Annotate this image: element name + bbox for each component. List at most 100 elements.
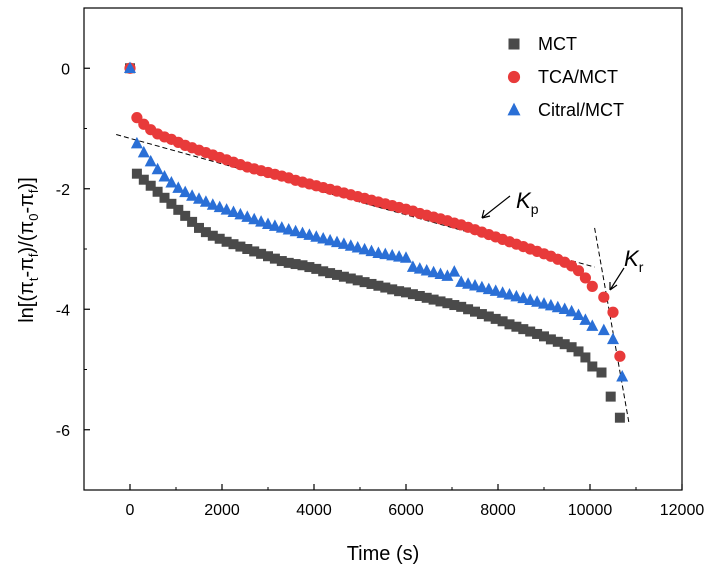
data-point — [290, 259, 301, 270]
data-point — [605, 391, 616, 402]
data-point — [199, 195, 212, 207]
data-point — [400, 251, 412, 263]
legend-label: Citral/MCT — [538, 100, 624, 120]
data-point — [545, 334, 556, 345]
data-point — [532, 328, 543, 339]
x-tick-label: 6000 — [388, 502, 424, 519]
data-point — [234, 207, 247, 220]
data-point — [489, 284, 502, 296]
data-point — [518, 324, 529, 335]
data-point — [597, 323, 610, 336]
data-point — [337, 237, 350, 249]
data-point — [428, 294, 439, 305]
data-point — [511, 321, 522, 332]
data-point — [241, 210, 254, 222]
data-point — [303, 228, 316, 240]
data-point — [476, 309, 487, 320]
data-point — [276, 256, 287, 267]
y-axis: 0 -2 -4 -6 — [56, 7, 90, 491]
data-point — [282, 222, 295, 235]
data-point — [407, 289, 418, 300]
data-point — [137, 145, 150, 158]
annotation-kp: Kp — [516, 188, 539, 217]
annotation-kr-sub: r — [639, 259, 644, 275]
data-point — [235, 241, 246, 252]
data-point — [345, 273, 356, 284]
data-point — [456, 301, 467, 312]
legend-label: MCT — [538, 34, 577, 54]
data-point — [338, 271, 349, 282]
data-point — [525, 326, 536, 337]
data-point — [206, 198, 219, 210]
data-point — [579, 272, 592, 284]
data-point — [325, 268, 336, 279]
legend-label: TCA/MCT — [538, 67, 618, 87]
data-point — [441, 269, 454, 281]
data-point — [268, 219, 281, 231]
data-point — [496, 286, 509, 298]
data-point — [421, 292, 432, 303]
data-point — [158, 169, 171, 182]
data-point — [130, 136, 143, 149]
legend-marker — [507, 70, 521, 84]
y-axis-title-part: -π — [16, 257, 38, 277]
data-point — [187, 216, 198, 227]
data-point — [372, 246, 385, 258]
data-point — [442, 298, 453, 309]
x-tick-label: 4000 — [296, 502, 332, 519]
data-point — [448, 265, 461, 277]
data-point — [469, 279, 481, 291]
x-tick-label: 12000 — [660, 502, 705, 519]
x-axis-title: Time (s) — [347, 543, 420, 565]
series-circle — [124, 62, 626, 362]
data-point — [124, 61, 136, 73]
data-point — [614, 350, 626, 362]
data-point — [242, 244, 253, 254]
data-point — [351, 241, 364, 253]
data-point — [200, 227, 211, 238]
x-tick-label: 2000 — [204, 502, 240, 519]
data-point — [414, 290, 425, 301]
data-point — [497, 316, 508, 327]
data-point — [455, 275, 468, 287]
data-point — [311, 263, 322, 274]
data-point — [566, 342, 577, 353]
data-point — [138, 174, 149, 185]
y-axis-title-part: )] — [16, 177, 38, 189]
data-point — [221, 236, 232, 247]
data-point — [269, 253, 280, 264]
data-point — [173, 204, 184, 215]
data-point — [318, 266, 329, 277]
x-tick-label: 10000 — [568, 502, 613, 519]
y-tick-label: -4 — [56, 302, 70, 319]
y-axis-title: ln[(πt-πf)/(π0-πf)] — [16, 177, 41, 323]
data-point — [275, 221, 288, 233]
data-point — [586, 280, 598, 292]
data-point — [401, 287, 411, 298]
data-point — [614, 412, 625, 423]
annotation-kp-main: K — [516, 188, 532, 213]
annotation-kr-main: K — [624, 246, 640, 271]
data-point — [524, 293, 537, 305]
data-point — [152, 186, 163, 197]
y-tick-label: -2 — [56, 182, 70, 199]
data-point — [558, 302, 571, 314]
data-point — [366, 278, 377, 289]
y-axis-title-part: )/(π — [16, 221, 38, 254]
data-point — [180, 210, 191, 221]
data-point — [179, 185, 192, 198]
data-point — [559, 339, 570, 350]
data-point — [565, 304, 578, 317]
y-axis-title-part: -π — [16, 193, 38, 213]
annotation-kr-arrow — [609, 267, 625, 291]
data-point — [434, 267, 447, 280]
y-axis-title-subscript: 0 — [26, 214, 41, 221]
data-point — [449, 300, 460, 311]
x-tick-label: 0 — [126, 502, 135, 519]
annotation-kp-sub: p — [531, 201, 539, 217]
data-point — [413, 262, 426, 274]
data-point — [406, 260, 419, 272]
data-point — [579, 313, 592, 325]
data-point — [248, 212, 261, 225]
data-point — [220, 203, 233, 215]
